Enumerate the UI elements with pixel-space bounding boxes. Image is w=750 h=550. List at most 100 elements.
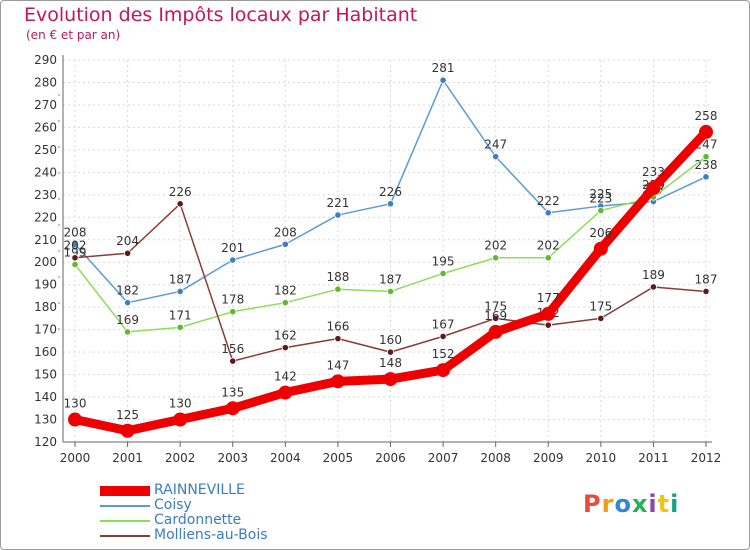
y-tick-label: 290 [34, 53, 57, 67]
chart-subtitle: (en € et par an) [26, 28, 121, 42]
data-point-molliens-au-bois [176, 200, 184, 208]
x-tick-label: 2003 [217, 451, 248, 465]
data-point-rainneville [330, 374, 345, 389]
data-point-coisy [229, 256, 237, 264]
legend-label-coisy: Coisy [154, 497, 192, 513]
data-label-molliens-au-bois: 167 [432, 317, 455, 331]
data-label-rainneville: 233 [642, 165, 665, 179]
data-point-cardonnette [597, 206, 605, 215]
legend-label-cardonnette: Cardonnette [154, 512, 242, 528]
data-point-molliens-au-bois [597, 314, 605, 323]
y-tick-label: 200 [34, 255, 57, 269]
data-point-molliens-au-bois [649, 283, 658, 291]
data-point-cardonnette [71, 260, 79, 269]
y-tick-label: 190 [34, 278, 57, 292]
data-label-coisy: 247 [484, 138, 507, 152]
data-point-cardonnette [439, 269, 447, 278]
y-tick-label: 120 [34, 435, 57, 449]
data-point-molliens-au-bois [281, 344, 289, 352]
data-point-rainneville [541, 306, 556, 321]
data-point-rainneville [699, 124, 713, 139]
data-label-rainneville: 142 [274, 370, 297, 384]
data-label-coisy: 226 [379, 185, 402, 199]
data-point-coisy [71, 240, 79, 248]
data-point-rainneville [225, 401, 240, 416]
data-point-coisy [386, 200, 395, 208]
y-tick-label: 230 [34, 188, 57, 202]
data-label-molliens-au-bois: 204 [116, 234, 139, 248]
data-label-rainneville: 130 [169, 397, 192, 411]
data-label-rainneville: 169 [484, 309, 507, 323]
logo-letter: i [648, 490, 658, 518]
data-point-coisy [334, 211, 342, 219]
x-tick-label: 2007 [428, 451, 459, 465]
data-point-rainneville [173, 412, 188, 427]
y-tick-label: 140 [34, 390, 57, 404]
x-tick-label: 2006 [375, 451, 406, 465]
data-point-cardonnette [702, 153, 710, 161]
legend-swatch-coisy [100, 505, 150, 507]
logo-letter: o [614, 490, 632, 518]
data-point-molliens-au-bois [702, 287, 710, 296]
data-point-cardonnette [123, 328, 132, 336]
data-point-cardonnette [176, 323, 184, 331]
data-point-molliens-au-bois [439, 332, 447, 340]
x-tick-label: 2000 [60, 451, 91, 465]
x-tick-label: 2009 [533, 451, 564, 465]
data-label-coisy: 208 [64, 225, 87, 239]
logo-letter: r [601, 490, 615, 518]
data-point-cardonnette [229, 308, 237, 316]
chart-title: Evolution des Impôts locaux par Habitant [24, 4, 418, 26]
data-point-rainneville [436, 363, 451, 378]
data-label-cardonnette: 178 [221, 293, 244, 307]
x-tick-label: 2002 [165, 451, 196, 465]
proxiti-logo: Proxiti [583, 490, 679, 518]
data-label-cardonnette: 199 [64, 245, 87, 259]
data-point-coisy [492, 153, 500, 161]
y-tick-label: 130 [34, 413, 57, 427]
data-label-molliens-au-bois: 175 [589, 299, 612, 313]
x-tick-label: 2011 [638, 451, 669, 465]
data-point-molliens-au-bois [229, 357, 237, 365]
data-label-molliens-au-bois: 162 [274, 329, 297, 343]
y-tick-label: 280 [34, 75, 57, 89]
data-point-rainneville [383, 372, 398, 387]
legend-swatch-rainneville [100, 486, 150, 496]
data-point-coisy [281, 240, 289, 248]
data-label-rainneville: 130 [64, 397, 87, 411]
y-tick-label: 260 [34, 120, 57, 134]
data-label-coisy: 221 [326, 196, 349, 210]
data-label-coisy: 222 [537, 194, 560, 208]
data-label-rainneville: 147 [326, 358, 349, 372]
y-tick-label: 160 [34, 345, 57, 359]
y-tick-label: 220 [34, 210, 57, 224]
data-label-coisy: 281 [432, 61, 455, 75]
data-point-cardonnette [492, 254, 500, 262]
data-label-coisy: 201 [221, 241, 244, 255]
x-tick-label: 2005 [323, 451, 354, 465]
data-label-coisy: 208 [274, 225, 297, 239]
data-label-rainneville: 148 [379, 356, 402, 370]
x-tick-label: 2008 [480, 451, 511, 465]
legend-label-molliens: Molliens-au-Bois [154, 527, 268, 543]
logo-letter: P [583, 490, 602, 518]
x-tick-label: 2012 [691, 451, 722, 465]
logo-letter: i [670, 490, 680, 518]
data-label-rainneville: 125 [116, 408, 139, 422]
data-label-rainneville: 135 [221, 385, 244, 399]
data-point-rainneville [278, 385, 293, 400]
data-label-molliens-au-bois: 156 [221, 342, 244, 356]
data-label-cardonnette: 169 [116, 313, 139, 327]
data-label-coisy: 225 [589, 187, 612, 201]
y-tick-label: 170 [34, 323, 57, 337]
data-label-cardonnette: 188 [326, 270, 349, 284]
legend-swatch-molliens [100, 535, 150, 537]
data-point-cardonnette [334, 285, 342, 293]
data-label-molliens-au-bois: 202 [64, 239, 87, 253]
data-point-molliens-au-bois [123, 249, 132, 257]
y-tick-label: 180 [34, 300, 57, 314]
data-point-coisy [702, 173, 710, 181]
data-label-molliens-au-bois: 189 [642, 268, 665, 282]
data-point-rainneville [120, 423, 135, 438]
data-point-rainneville [593, 241, 608, 256]
